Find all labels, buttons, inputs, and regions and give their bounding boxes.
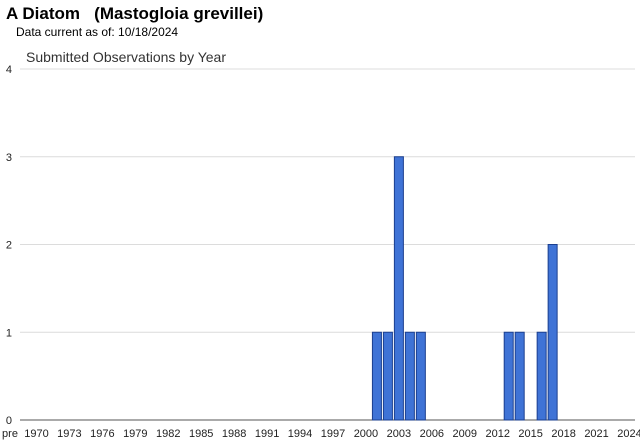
x-tick-label: 2012: [485, 428, 509, 440]
x-tick-label: 1982: [156, 428, 180, 440]
x-tick-label: 2018: [551, 428, 575, 440]
x-tick-label: 1991: [255, 428, 279, 440]
x-tick-label: 1979: [123, 428, 147, 440]
bar-2017[interactable]: [547, 244, 558, 421]
x-tick-label: 1988: [222, 428, 246, 440]
x-axis-tick-labels: pre 1970 1973 1976 1979 1982 1985 1988 1991 1994 1…: [2, 428, 640, 440]
x-tick-label: 2015: [518, 428, 542, 440]
bar-2014[interactable]: [514, 331, 525, 421]
bar-2013[interactable]: [503, 331, 514, 421]
x-tick-label: 2003: [387, 428, 411, 440]
chart-bars: [371, 156, 558, 421]
y-axis-tick-labels: 0 1 2 3 4: [6, 64, 12, 427]
x-tick-label: 1970: [24, 428, 48, 440]
x-tick-label: 1976: [90, 428, 114, 440]
bar-2004[interactable]: [404, 331, 415, 421]
bar-2002[interactable]: [382, 331, 393, 421]
x-tick-label: 2024: [617, 428, 640, 440]
bar-2016[interactable]: [536, 331, 547, 421]
bar-2003[interactable]: [393, 156, 404, 421]
bar-2005[interactable]: [415, 331, 426, 421]
y-tick-label: 3: [6, 152, 12, 164]
x-tick-label: 2021: [584, 428, 608, 440]
x-tick-label: 2000: [354, 428, 378, 440]
x-tick-label: 1973: [57, 428, 81, 440]
x-tick-label: 2006: [420, 428, 444, 440]
y-tick-label: 1: [6, 327, 12, 339]
y-tick-label: 0: [6, 415, 12, 427]
x-tick-label: 1985: [189, 428, 213, 440]
chart-title: Submitted Observations by Year: [26, 49, 227, 65]
x-tick-label: 2009: [453, 428, 477, 440]
chart-gridlines: [20, 68, 635, 421]
bar-2001[interactable]: [371, 331, 382, 421]
x-tick-label: 1994: [288, 428, 312, 440]
data-current-label: Data current as of: 10/18/2024: [16, 25, 179, 39]
page-title: A Diatom (Mastogloia grevillei): [6, 4, 264, 23]
x-tick-label: 1997: [321, 428, 345, 440]
y-tick-label: 2: [6, 240, 12, 252]
y-tick-label: 4: [6, 64, 12, 76]
x-tick-label: pre: [2, 428, 18, 440]
